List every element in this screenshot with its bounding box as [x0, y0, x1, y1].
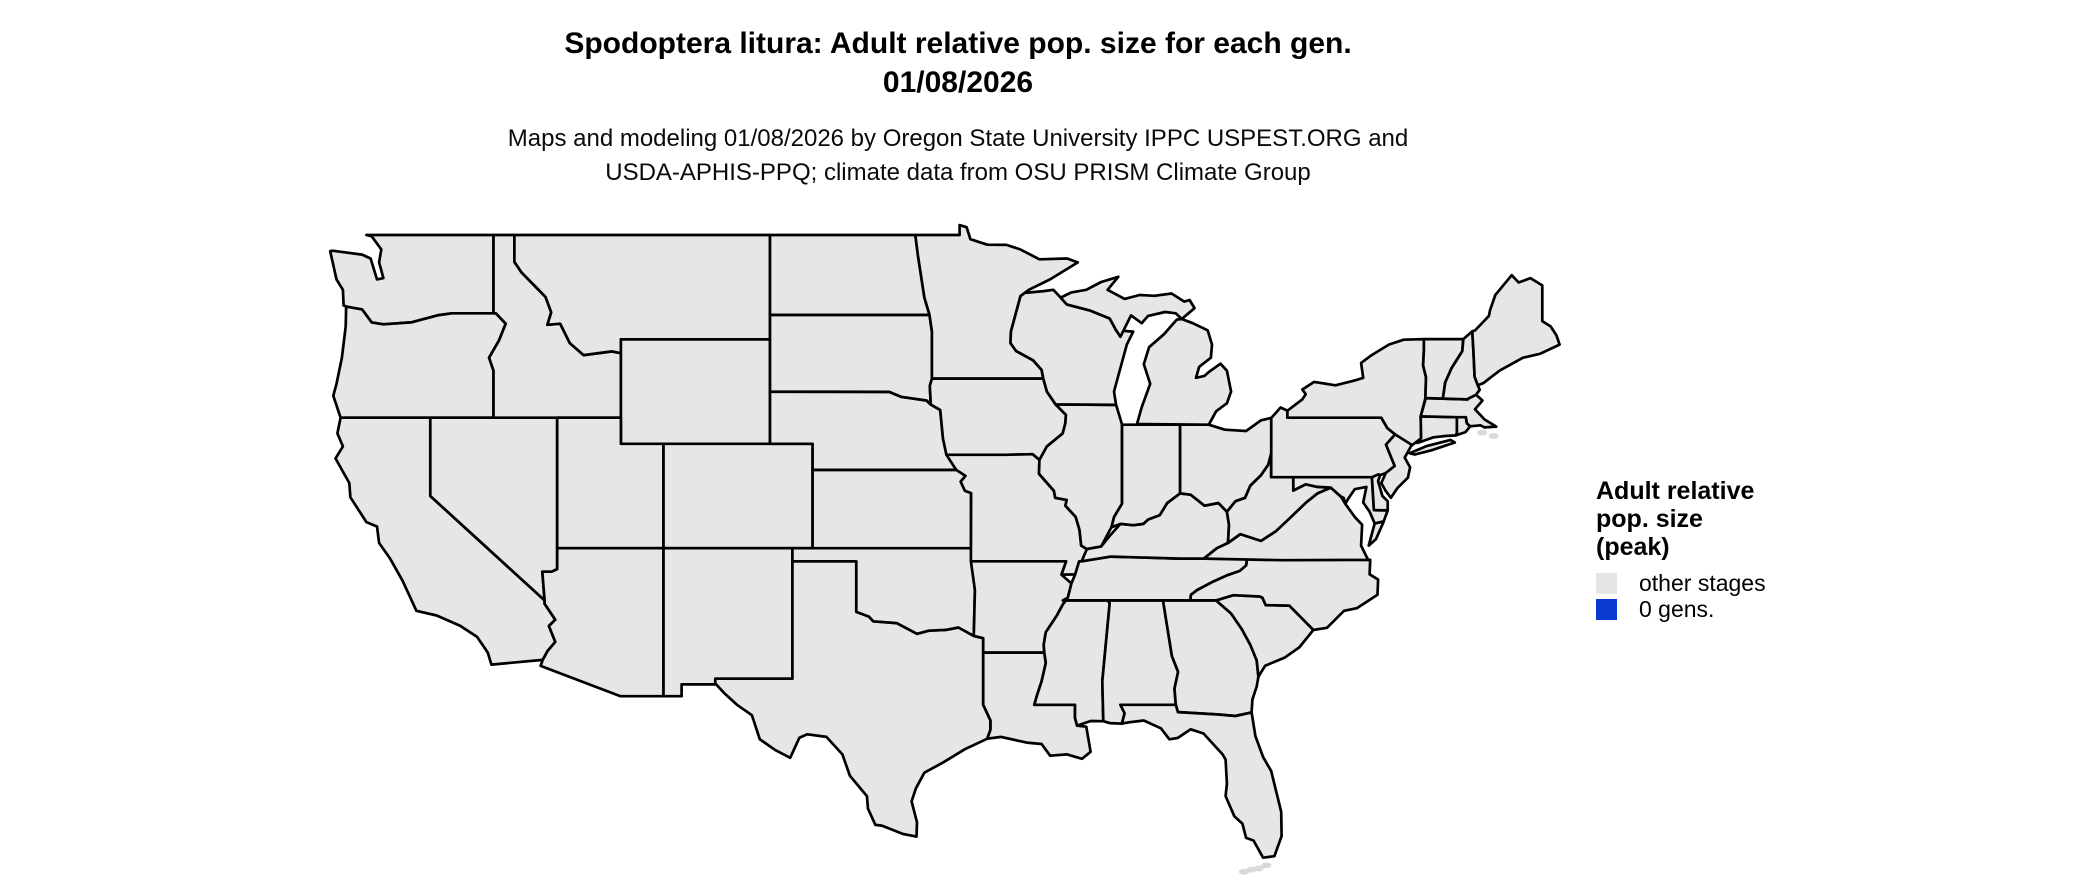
legend-item-other-stages: other stages	[1596, 570, 1886, 596]
state-shape-il	[1037, 403, 1124, 551]
legend-title: Adult relative pop. size (peak)	[1596, 477, 1886, 561]
island-speck	[1238, 868, 1249, 875]
legend-label: 0 gens.	[1639, 595, 1715, 622]
chart-header: Spodoptera litura: Adult relative pop. s…	[358, 24, 1558, 190]
state-shape-oh	[1178, 416, 1273, 514]
state-shape-me	[1470, 273, 1561, 387]
state-shape-wi	[1009, 288, 1135, 407]
state-shape-az	[539, 546, 665, 698]
legend-items: other stages 0 gens.	[1596, 570, 1886, 622]
state-shape-mi	[1135, 317, 1233, 427]
legend-title-line2: pop. size	[1596, 505, 1703, 533]
subtitle-line2: USDA-APHIS-PPQ; climate data from OSU PR…	[605, 159, 1311, 186]
state-shape-sd	[768, 313, 934, 406]
legend-color-swatch	[1596, 572, 1617, 594]
legend-title-line1: Adult relative	[1596, 477, 1755, 505]
legend-label: other stages	[1639, 569, 1766, 596]
island-speck	[1477, 429, 1488, 436]
state-shape-vae	[1367, 520, 1386, 547]
state-shape-nm	[662, 546, 794, 698]
state-shape-nj	[1379, 433, 1414, 500]
map-title-line1: Spodoptera litura: Adult relative pop. s…	[564, 27, 1352, 60]
state-shape-nd	[768, 233, 931, 317]
state-shape-mu	[1059, 275, 1196, 339]
state-shape-ks	[811, 468, 973, 550]
island-speck	[1253, 865, 1264, 872]
state-shape-fl	[1119, 703, 1283, 860]
legend-title-line3: (peak)	[1596, 533, 1670, 561]
island-speck	[1488, 433, 1499, 439]
state-shape-or	[331, 305, 508, 420]
island-speck	[1261, 862, 1272, 869]
subtitle-line1: Maps and modeling 01/08/2026 by Oregon S…	[507, 125, 1409, 152]
legend-item-0-gens: 0 gens.	[1596, 596, 1886, 622]
map-subtitle: Maps and modeling 01/08/2026 by Oregon S…	[358, 122, 1558, 190]
map-legend: Adult relative pop. size (peak) other st…	[1596, 477, 1886, 622]
map-title-line2: 01/08/2026	[882, 66, 1034, 99]
state-shape-wy	[619, 338, 772, 446]
state-shape-li	[1408, 438, 1457, 456]
legend-color-swatch	[1596, 598, 1617, 620]
state-shape-co	[662, 442, 814, 550]
